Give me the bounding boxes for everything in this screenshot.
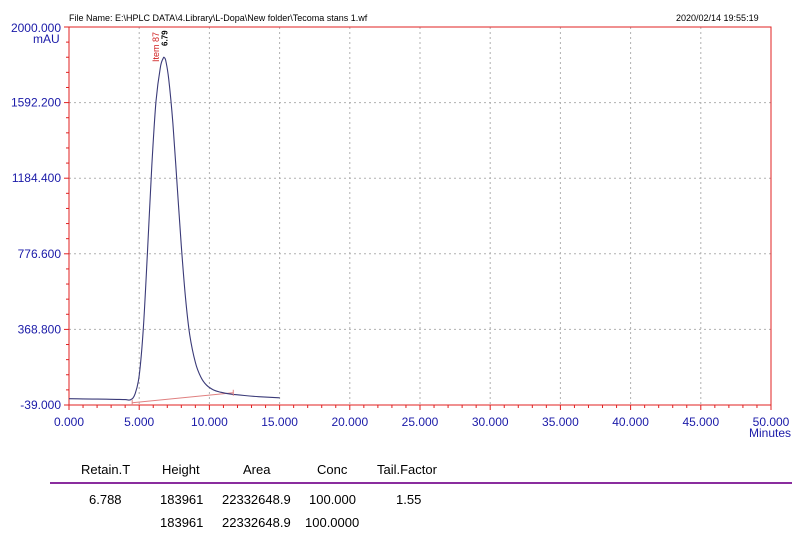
timestamp-label: 2020/02/14 19:55:19 <box>676 13 759 23</box>
table-divider <box>50 482 792 484</box>
cell-retain-time: 6.788 <box>89 492 122 507</box>
peak-baseline <box>132 392 234 404</box>
cell-area: 22332648.9 <box>222 492 291 507</box>
x-tick-label: 35.000 <box>542 415 579 429</box>
total-area: 22332648.9 <box>222 515 291 530</box>
peak-time-label: 6.79 <box>160 30 169 46</box>
header-conc: Conc <box>317 462 348 477</box>
cell-conc: 100.000 <box>309 492 356 507</box>
x-tick-label: 10.000 <box>191 415 228 429</box>
y-tick-label: 2000.000 <box>11 21 61 35</box>
chromatogram-chart: 2000.000 1592.200 1184.400 776.600 368.800 -3… <box>11 21 791 440</box>
x-tick-label: 20.000 <box>331 415 368 429</box>
y-tick-label: -39.000 <box>20 398 61 412</box>
cell-tail-factor: 1.55 <box>396 492 422 507</box>
y-tick-labels: 2000.000 1592.200 1184.400 776.600 368.800 -3… <box>11 21 61 412</box>
x-tick-label: 0.000 <box>54 415 84 429</box>
y-tick-label: 368.800 <box>18 322 62 336</box>
y-axis-label: mAU <box>33 32 60 46</box>
x-axis-label: Minutes <box>749 426 791 440</box>
x-tick-label: 5.000 <box>124 415 154 429</box>
peak-annotations: Item 87 6.79 <box>151 30 169 62</box>
tick-layer <box>64 26 772 410</box>
chromatogram-trace <box>68 56 280 401</box>
grid-layer <box>69 27 771 405</box>
y-tick-label: 1592.200 <box>11 96 61 110</box>
x-tick-label: 50.000 <box>753 415 790 429</box>
y-tick-label: 776.600 <box>18 247 62 261</box>
header-height: Height <box>162 462 200 477</box>
x-tick-label: 15.000 <box>261 415 298 429</box>
total-height: 183961 <box>160 515 204 530</box>
x-tick-labels: 0.000 5.000 10.000 15.000 20.000 25.000 30.000… <box>54 415 790 429</box>
header-retain-time: Retain.T <box>81 462 131 477</box>
header-tail-factor: Tail.Factor <box>377 462 437 477</box>
cell-height: 183961 <box>160 492 204 507</box>
x-tick-label: 40.000 <box>612 415 649 429</box>
y-tick-label: 1184.400 <box>12 171 61 185</box>
file-name-label: File Name: E:\HPLC DATA\4.Library\L-Dopa… <box>69 13 368 23</box>
peak-name-label: Item 87 <box>151 32 161 62</box>
x-tick-label: 45.000 <box>682 415 719 429</box>
x-tick-label: 30.000 <box>472 415 509 429</box>
x-tick-label: 25.000 <box>402 415 439 429</box>
header-area: Area <box>243 462 271 477</box>
total-conc: 100.0000 <box>305 515 360 530</box>
